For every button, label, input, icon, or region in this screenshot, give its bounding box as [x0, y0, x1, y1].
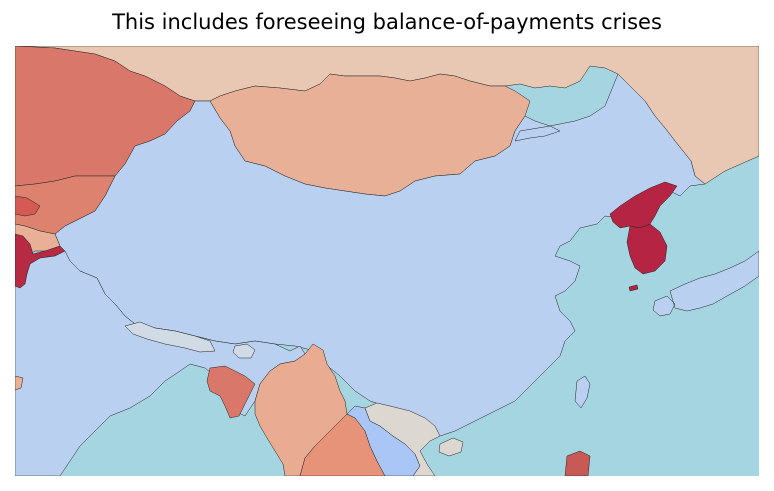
map-area	[15, 46, 759, 476]
india	[15, 250, 306, 476]
iran-edge	[15, 375, 24, 391]
bhutan	[232, 343, 256, 359]
hainan	[438, 437, 464, 457]
taiwan	[574, 375, 591, 409]
tajikistan	[15, 195, 41, 217]
bangladesh	[206, 365, 256, 419]
south-korea	[626, 223, 668, 275]
nepal	[124, 321, 216, 353]
vietnam	[364, 402, 441, 476]
jeju-island	[628, 284, 639, 292]
choropleth-map	[15, 46, 759, 476]
map-title: This includes foreseeing balance-of-paym…	[112, 10, 662, 34]
north-korea	[609, 181, 678, 229]
japan	[652, 250, 759, 317]
cambodia	[564, 450, 591, 476]
